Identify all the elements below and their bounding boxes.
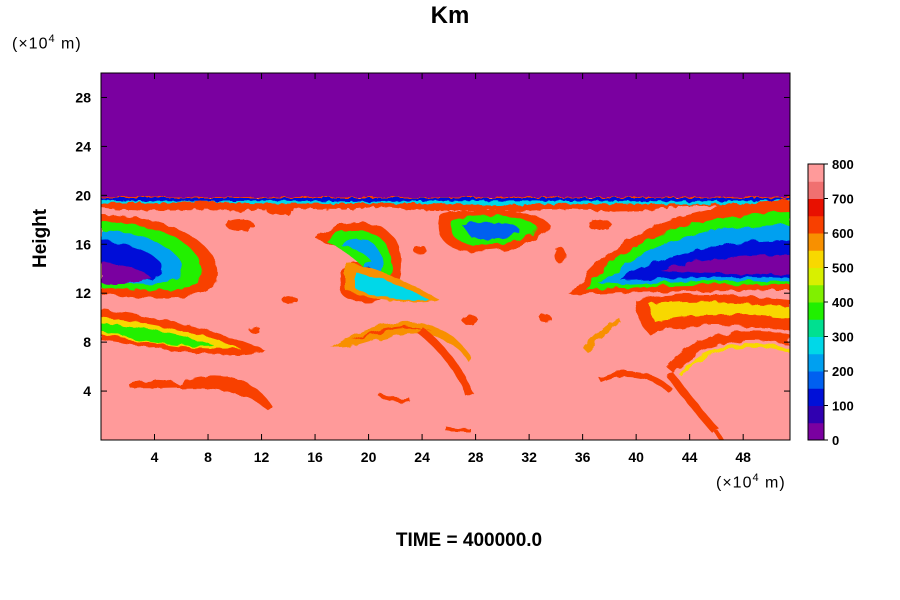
- colorbar-tick-label: 600: [832, 226, 854, 241]
- y-tick-label: 24: [75, 138, 91, 154]
- colorbar-segment: [808, 164, 824, 182]
- right-band-structure: [570, 200, 790, 295]
- y-axis-ticks: 4 8 12 16 20 24 28: [75, 89, 790, 399]
- x-tick-label: 40: [628, 449, 644, 465]
- x-tick-label: 32: [521, 449, 537, 465]
- colorbar-segment: [808, 302, 824, 320]
- y-unit-prefix: (×10: [12, 35, 49, 53]
- colorbar-tick-label: 400: [832, 295, 854, 310]
- plot-frame: [100, 72, 791, 441]
- heatmap-field: [101, 73, 790, 440]
- colorbar-segment: [808, 233, 824, 251]
- x-unit-prefix: (×10: [716, 474, 753, 492]
- left-band-structure: [101, 215, 218, 299]
- colorbar-segment: [808, 198, 824, 217]
- colorbar-segment: [808, 319, 824, 337]
- x-tick-label: 12: [254, 449, 270, 465]
- lower-arcs: [129, 294, 790, 440]
- colorbar-tick-label: 300: [832, 330, 854, 345]
- y-unit-exponent: 4: [48, 33, 56, 45]
- colorbar-segment: [808, 422, 824, 441]
- x-tick-label: 24: [414, 449, 430, 465]
- y-tick-label: 28: [75, 89, 91, 105]
- x-unit-exponent: 4: [752, 472, 760, 484]
- colorbar-tick-label: 0: [832, 433, 839, 448]
- lower-left-band: [101, 310, 265, 356]
- colorbar-tick-label: 800: [832, 157, 854, 172]
- colorbar-segment: [808, 371, 824, 389]
- y-unit-suffix: m): [55, 35, 82, 53]
- colorbar-tick-label: 200: [832, 364, 854, 379]
- colorbar-segment: [808, 353, 824, 372]
- colorbar-segment: [808, 267, 824, 286]
- time-label: TIME = 400000.0: [395, 530, 543, 551]
- x-tick-label: 36: [575, 449, 591, 465]
- x-tick-label: 48: [735, 449, 751, 465]
- y-tick-label: 12: [75, 285, 91, 301]
- x-tick-label: 44: [682, 449, 698, 465]
- colorbar-tick-label: 500: [832, 261, 854, 276]
- colorbar-segment: [808, 215, 824, 234]
- y-tick-label: 4: [83, 383, 91, 399]
- chart-title: Km: [430, 2, 470, 29]
- x-axis-unit: (×104 m): [716, 472, 786, 492]
- x-unit-suffix: m): [759, 474, 786, 492]
- x-tick-label: 28: [468, 449, 484, 465]
- x-axis-ticks: 4 8 12 16 20 24 28 32 36 40 44 48: [151, 73, 751, 465]
- x-tick-label: 4: [151, 449, 159, 465]
- colorbar-segment: [808, 181, 824, 199]
- colorbar-segment: [808, 388, 824, 406]
- colorbar-segment: [808, 336, 824, 355]
- colorbar-segment: [808, 250, 824, 268]
- y-tick-label: 16: [75, 236, 91, 252]
- colorbar: 0 100 200 300 400 500 600 700 800: [807, 157, 854, 448]
- x-tick-label: 20: [361, 449, 377, 465]
- y-tick-label: 20: [75, 187, 91, 203]
- center-right-structure: [438, 209, 550, 252]
- y-tick-label: 8: [83, 334, 91, 350]
- field-upper-layer: [101, 73, 790, 198]
- colorbar-segment: [808, 405, 824, 424]
- colorbar-tick-label: 700: [832, 192, 854, 207]
- middle-swirl-structure: [315, 222, 440, 303]
- speckles: [226, 205, 612, 333]
- x-tick-label: 16: [307, 449, 323, 465]
- y-axis-unit: (×104 m): [12, 33, 82, 53]
- colorbar-tick-label: 100: [832, 399, 854, 414]
- x-tick-label: 8: [204, 449, 212, 465]
- colorbar-segment: [808, 284, 824, 303]
